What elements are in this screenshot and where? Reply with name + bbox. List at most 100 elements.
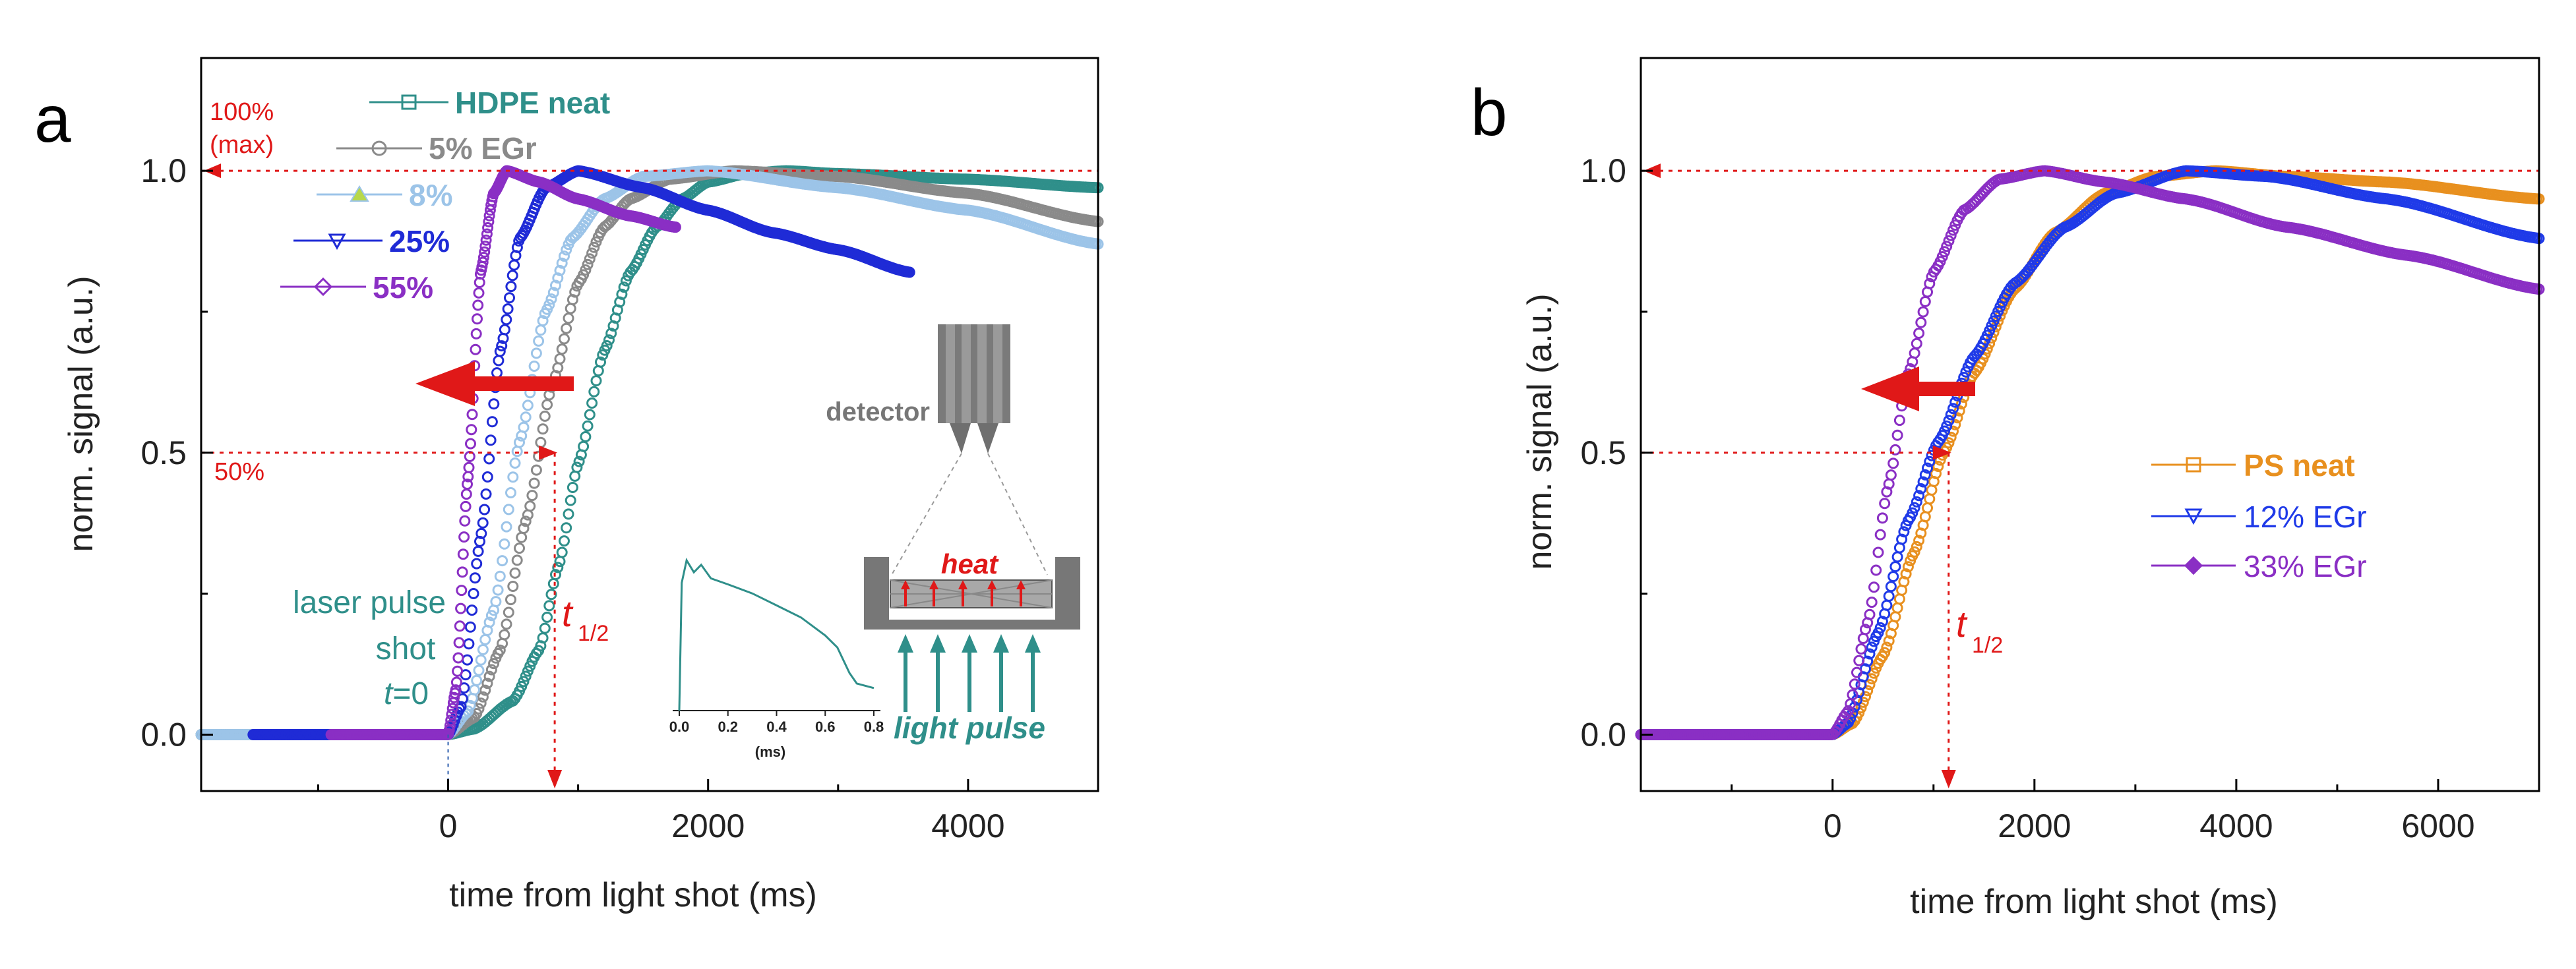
data-point: [475, 527, 487, 539]
panel-b-frame: [1640, 57, 2540, 792]
panel-b-direction-arrow: [1861, 367, 1975, 411]
data-point: [1866, 597, 1878, 608]
data-point: [590, 375, 602, 387]
data-point: [1911, 496, 1922, 508]
data-point: [533, 335, 545, 347]
data-point: [486, 416, 498, 428]
data-point: [1936, 251, 1948, 262]
data-point: [504, 292, 515, 304]
data-point: [483, 616, 495, 628]
data-point: [462, 479, 473, 490]
t-half-label-b: t: [1956, 603, 1968, 645]
half-guide-arrowhead: [1932, 445, 1951, 460]
half-guide-arrowhead: [539, 445, 558, 460]
data-point: [1874, 529, 1886, 541]
data-point: [567, 482, 578, 493]
data-point: [528, 477, 540, 489]
data-point: [530, 464, 542, 476]
data-point: [582, 258, 594, 270]
data-point: [561, 522, 572, 534]
data-point: [477, 644, 489, 655]
data-point: [547, 287, 559, 299]
data-point: [480, 234, 492, 246]
data-point: [561, 322, 572, 334]
data-point: [501, 521, 512, 533]
data-point: [582, 420, 594, 432]
legend-item-hdpe-neat: HDPE neat: [369, 86, 610, 120]
data-point: [446, 709, 458, 720]
data-point: [1847, 689, 1858, 701]
light-pulse-arrows: [898, 634, 1041, 712]
data-point: [466, 604, 478, 616]
data-point: [482, 222, 494, 233]
data-point: [1868, 581, 1880, 593]
y-tick-label: 0.5: [140, 434, 187, 471]
legend-triangle-down-marker: [2184, 508, 2203, 525]
y-tick-label: 0.0: [1580, 716, 1626, 753]
data-point: [501, 618, 512, 630]
data-point: [1913, 490, 1925, 502]
data-point: [507, 581, 519, 592]
data-point: [541, 399, 553, 411]
data-point: [518, 676, 530, 688]
data-point: [545, 293, 557, 305]
panel-a-axes: 0 2000 4000 0.0 0.5 1.0: [140, 57, 1099, 844]
data-point: [514, 543, 525, 554]
data-point: [1909, 546, 1920, 558]
data-point: [580, 431, 592, 442]
data-point: [452, 665, 464, 677]
data-point: [543, 600, 555, 612]
data-point: [503, 606, 514, 618]
data-point: [450, 684, 462, 696]
data-point: [463, 461, 475, 473]
data-point: [479, 246, 491, 258]
legend-diamond-marker: [313, 277, 333, 297]
data-point: [530, 347, 542, 359]
heat-label: heat: [941, 548, 999, 579]
data-point: [559, 535, 570, 547]
legend-label-hdpe-neat: HDPE neat: [455, 86, 610, 120]
y-tick-label: 1.0: [140, 152, 187, 189]
data-point: [565, 494, 576, 506]
x-tick-label: 6000: [2401, 808, 2474, 844]
inset-x-tick-label: 0.4: [766, 719, 787, 735]
data-point: [497, 555, 508, 567]
data-point: [559, 333, 570, 345]
panel-b-series-group: [1635, 165, 2545, 740]
legend-item-33-egr: 33% EGr: [2151, 549, 2367, 583]
inset-pulse-line: [678, 557, 874, 711]
legend-square-marker: [2186, 457, 2201, 473]
data-point: [1917, 306, 1929, 318]
data-point: [450, 676, 462, 688]
data-point: [481, 228, 493, 240]
annotation-max: (max): [210, 131, 274, 159]
data-point: [485, 434, 497, 446]
data-point: [1947, 403, 1959, 415]
data-point: [561, 244, 572, 256]
data-point: [616, 288, 628, 300]
data-point: [904, 266, 915, 278]
data-point: [520, 515, 532, 527]
panel-a-frame: [200, 57, 1099, 792]
data-point: [605, 328, 617, 339]
data-point: [469, 572, 481, 584]
data-point: [1939, 246, 1950, 258]
data-point: [501, 314, 512, 326]
t-half-label-a: t: [562, 593, 574, 634]
y-tick-label: 0.5: [1580, 434, 1626, 471]
legend-label-33-egr: 33% EGr: [2244, 549, 2367, 583]
legend-triangle-down-marker: [328, 233, 346, 250]
data-point: [1876, 512, 1888, 524]
inset-pulse-plot: 0.0 0.2 0.4 0.6 0.8 (ms): [669, 557, 884, 760]
data-point: [1902, 561, 1914, 573]
data-point: [1849, 678, 1860, 690]
panel-b: b 0 2000 4000 6000 0.0 0.5 1.0 time from light…: [1471, 57, 2545, 921]
data-point: [1855, 643, 1867, 655]
data-point: [473, 287, 485, 299]
legend-triangle-up-marker: [350, 185, 369, 202]
data-point: [1945, 409, 1957, 421]
data-point: [483, 453, 495, 465]
legend-label-12-egr: 12% EGr: [2244, 500, 2367, 534]
y-tick-label: 0.0: [140, 716, 187, 753]
data-point: [1879, 647, 1891, 659]
